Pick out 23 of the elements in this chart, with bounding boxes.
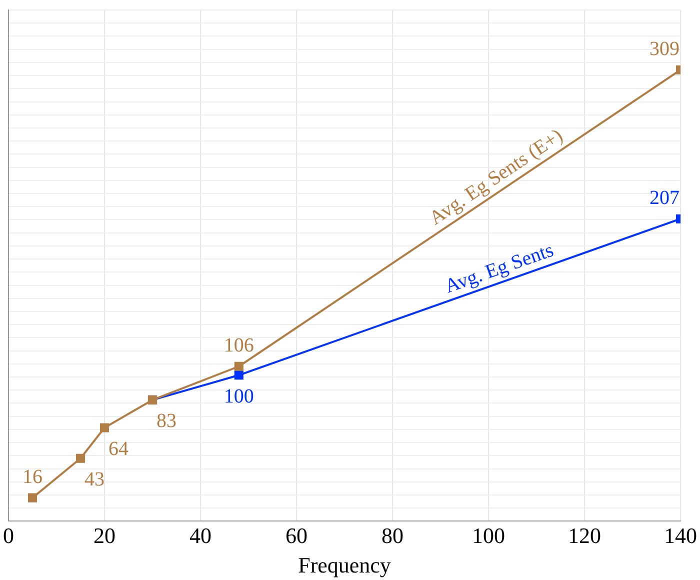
x-tick-label: 80 [382,523,404,548]
point [100,423,110,432]
data-label: 64 [108,438,128,460]
data-label: 309 [650,38,680,60]
x-tick-label: 120 [568,523,601,548]
point [28,493,38,502]
text: Avg. Eg Sents [442,239,557,298]
x-axis-title: Frequency [298,552,391,578]
x-tick-label: 20 [94,523,116,548]
x-tick-label: 40 [190,523,212,548]
data-label: 100 [224,385,254,408]
data-label: 83 [156,410,176,432]
data-label: 43 [84,468,104,491]
text: Avg. Eg Sents (E+) [426,124,567,230]
x-tick-label: 100 [472,523,505,548]
data-label: 106 [224,334,254,357]
x-tick-label: 60 [286,523,308,548]
data-label: 16 [22,466,42,488]
x-tick-label: 0 [3,523,14,548]
data-label: 207 [650,187,680,210]
x-tick-label: 140 [664,523,697,548]
point [76,454,86,463]
point [234,362,244,371]
